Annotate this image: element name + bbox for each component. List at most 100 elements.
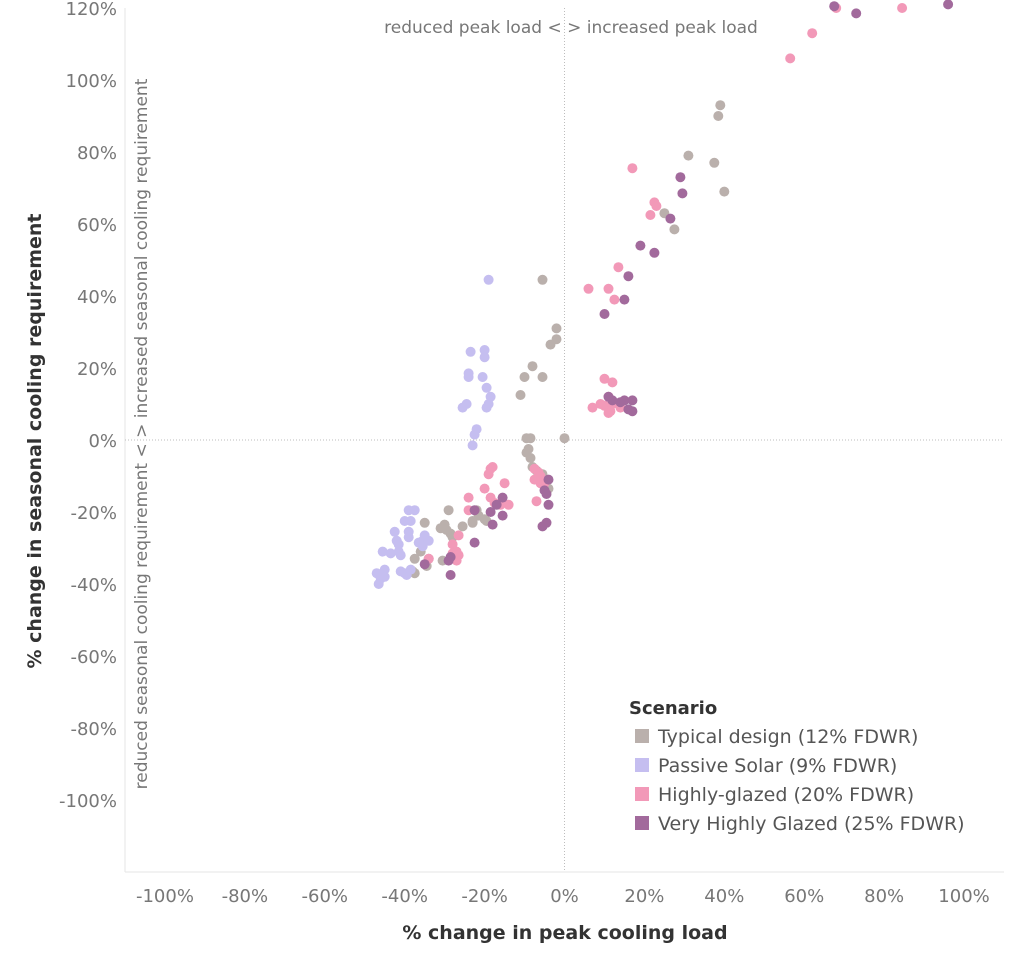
data-point-series-3 — [599, 373, 610, 384]
y-tick-label: 20% — [77, 359, 117, 380]
data-point-series-4 — [623, 271, 634, 282]
legend-label: Very Highly Glazed (25% FDWR) — [658, 813, 965, 835]
y-axis-title: % change in seasonal cooling requirement — [24, 214, 46, 669]
data-point-series-2 — [479, 352, 490, 363]
data-point-series-2 — [405, 564, 416, 575]
data-point-series-2 — [481, 402, 492, 413]
data-point-series-4 — [603, 391, 614, 402]
data-point-series-1 — [719, 186, 730, 197]
x-axis-title: % change in peak cooling load — [402, 922, 727, 944]
data-point-series-1 — [467, 516, 478, 526]
data-point-series-2 — [377, 546, 388, 557]
data-point-series-4 — [851, 8, 862, 19]
data-point-series-1 — [551, 323, 562, 334]
y-tick-label: 60% — [77, 215, 117, 236]
data-point-series-1 — [525, 453, 536, 463]
data-point-series-3 — [503, 499, 514, 510]
data-point-series-4 — [665, 213, 676, 224]
data-point-series-4 — [619, 294, 630, 305]
data-point-series-1 — [669, 224, 680, 235]
y-tick-label: 80% — [77, 143, 117, 164]
data-point-series-1 — [443, 505, 454, 516]
data-point-series-1 — [525, 433, 536, 444]
data-point-series-3 — [645, 210, 656, 220]
x-tick-label: -20% — [461, 886, 508, 907]
data-point-series-3 — [499, 478, 510, 489]
data-point-series-4 — [491, 499, 502, 510]
legend-label: Highly-glazed (20% FDWR) — [658, 784, 914, 806]
data-point-series-3 — [627, 163, 638, 174]
y-tick-label: -80% — [70, 719, 117, 740]
y-tick-label: 100% — [66, 71, 117, 92]
data-point-series-1 — [527, 361, 538, 372]
x-tick-label: -100% — [136, 886, 194, 907]
data-point-series-3 — [807, 28, 818, 39]
data-point-series-2 — [403, 532, 414, 543]
data-point-series-4 — [675, 172, 686, 183]
data-point-series-3 — [607, 377, 618, 388]
data-point-series-2 — [481, 382, 492, 393]
data-point-series-4 — [541, 517, 552, 528]
y-tick-label: 40% — [77, 287, 117, 308]
data-point-series-1 — [709, 157, 720, 168]
data-point-series-1 — [457, 521, 468, 532]
quadrant-annotation-top: reduced peak load < > increased peak loa… — [384, 18, 758, 38]
legend-swatch — [635, 787, 649, 801]
data-point-series-2 — [395, 566, 406, 577]
legend-label: Passive Solar (9% FDWR) — [658, 755, 897, 777]
data-point-series-3 — [587, 402, 598, 413]
y-tick-label: 120% — [66, 0, 117, 20]
data-point-series-2 — [405, 516, 416, 526]
y-tick-label: -40% — [70, 575, 117, 596]
data-point-series-4 — [677, 188, 688, 199]
data-point-series-4 — [543, 474, 554, 485]
data-point-series-4 — [497, 510, 508, 521]
data-point-series-1 — [515, 390, 526, 400]
legend-items: Typical design (12% FDWR) Passive Solar (… — [635, 726, 965, 835]
quadrant-annotation-left: reduced seasonal cooling requirement < >… — [132, 78, 152, 789]
x-tick-label: 60% — [784, 886, 824, 907]
data-point-series-2 — [477, 372, 488, 382]
data-point-series-1 — [559, 433, 570, 444]
y-tick-label: -100% — [59, 791, 117, 812]
data-point-series-4 — [445, 570, 456, 580]
data-points — [371, 0, 954, 589]
data-point-series-3 — [613, 262, 624, 273]
data-point-series-1 — [713, 111, 724, 121]
y-axis-tick-labels: 120% 100% 80% 60% 40% 20% 0% -20% -40% -60% -80% -1… — [59, 0, 117, 812]
data-point-series-3 — [583, 283, 594, 294]
data-point-series-1 — [537, 274, 548, 285]
data-point-series-2 — [457, 402, 468, 413]
data-point-series-3 — [453, 530, 464, 541]
data-point-series-2 — [483, 274, 494, 285]
x-tick-label: 20% — [624, 886, 664, 907]
data-point-series-2 — [417, 541, 428, 552]
data-point-series-3 — [603, 408, 614, 418]
legend: Scenario Typical design (12% FDWR) Passiv… — [629, 698, 965, 835]
data-point-series-1 — [683, 150, 694, 161]
data-point-series-4 — [649, 247, 660, 258]
data-point-series-2 — [463, 372, 474, 382]
data-point-series-4 — [541, 489, 552, 499]
data-point-series-3 — [483, 469, 494, 480]
data-point-series-4 — [829, 1, 840, 12]
x-tick-label: -40% — [381, 886, 428, 907]
data-point-series-4 — [599, 309, 610, 319]
data-point-series-2 — [389, 526, 400, 537]
data-point-series-3 — [651, 201, 662, 211]
legend-swatch — [635, 758, 649, 772]
x-tick-label: -60% — [302, 886, 349, 907]
data-point-series-1 — [715, 100, 726, 111]
x-tick-label: 0% — [550, 886, 579, 907]
x-tick-label: 40% — [704, 886, 744, 907]
data-point-series-1 — [519, 372, 530, 382]
data-point-series-4 — [627, 406, 638, 417]
data-point-series-4 — [635, 240, 646, 251]
data-point-series-2 — [467, 440, 478, 451]
data-point-series-2 — [373, 579, 384, 589]
data-point-series-2 — [465, 346, 476, 357]
data-point-series-1 — [435, 523, 446, 534]
data-point-series-4 — [615, 397, 626, 408]
x-axis-tick-labels: -100% -80% -60% -40% -20% 0% 20% 40% 60% 80% 100% — [136, 886, 990, 907]
